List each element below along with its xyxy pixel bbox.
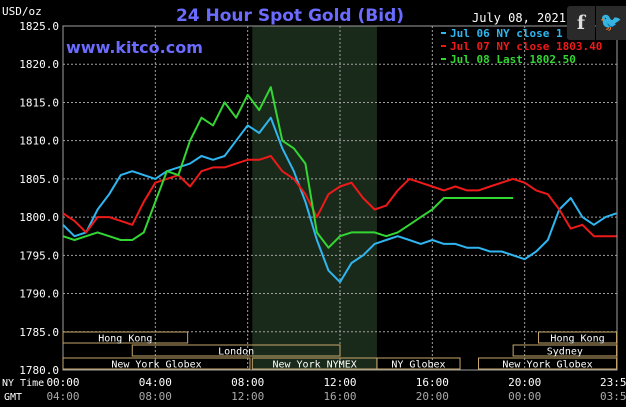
x-tick-label-gmt: 00:00 — [508, 390, 541, 403]
session-box — [62, 331, 189, 344]
y-tick-label: 1780.0 — [19, 364, 59, 377]
y-tick-label: 1795.0 — [19, 249, 59, 262]
x-tick-label-gmt: 03:59 — [600, 390, 626, 403]
session-box — [512, 344, 618, 357]
x-tick-label-ny: 16:00 — [416, 376, 449, 389]
session-label: Hong Kong — [98, 334, 152, 345]
legend-entry: Jul 08 Last 1802.50 — [450, 53, 576, 66]
x-tick-label-gmt: 08:00 — [139, 390, 172, 403]
session-label: New York NYMEX — [272, 360, 356, 371]
session-label: NY Globex — [391, 360, 445, 371]
y-tick-label: 1805.0 — [19, 173, 59, 186]
series-line-3 — [62, 86, 514, 249]
y-tick-label: 1810.0 — [19, 135, 59, 148]
y-tick-label: 1825.0 — [19, 20, 59, 33]
x-tick-label-ny: 23:59 — [600, 376, 626, 389]
session-box — [538, 331, 618, 344]
x-tick-label-gmt: 12:00 — [231, 390, 264, 403]
session-label: London — [218, 347, 254, 358]
x-tick-label-gmt: 16:00 — [323, 390, 356, 403]
session-label: Sydney — [547, 347, 583, 358]
session-box — [478, 357, 618, 370]
session-box — [62, 357, 251, 370]
x-tick-label-ny: 08:00 — [231, 376, 264, 389]
y-tick-label: 1790.0 — [19, 288, 59, 301]
facebook-share-button[interactable]: f — [567, 6, 595, 40]
twitter-icon: 🐦 — [599, 12, 623, 33]
x-tick-label-gmt: 04:00 — [46, 390, 79, 403]
x-tick-label-ny: 20:00 — [508, 376, 541, 389]
y-axis-label: USD/oz — [2, 5, 42, 18]
watermark-text: www.kitco.com — [66, 38, 203, 57]
session-label: New York Globex — [502, 360, 592, 371]
y-tick-label: 1800.0 — [19, 211, 59, 224]
session-label: Hong Kong — [550, 334, 604, 345]
x-tick-label-ny: 00:00 — [46, 376, 79, 389]
chart-title: 24 Hour Spot Gold (Bid) — [176, 6, 404, 26]
session-label: New York Globex — [111, 360, 201, 371]
shaded-session-band — [252, 26, 377, 370]
chart-date: July 08, 2021 — [472, 11, 566, 25]
session-box — [131, 344, 341, 357]
x-tick-label-ny: 12:00 — [323, 376, 356, 389]
plot-border — [62, 25, 618, 371]
y-tick-label: 1785.0 — [19, 326, 59, 339]
session-box — [376, 357, 461, 370]
legend-entry: Jul 06 NY close 1 — [450, 27, 563, 40]
series-line-2 — [62, 155, 617, 238]
x-axis-label-gmt: GMT — [4, 392, 22, 403]
y-tick-label: 1820.0 — [19, 58, 59, 71]
twitter-share-button[interactable]: 🐦 — [596, 6, 626, 40]
series-line-1 — [62, 116, 617, 284]
y-tick-label: 1815.0 — [19, 96, 59, 109]
legend-entry: Jul 07 NY close 1803.40 — [450, 40, 602, 53]
x-tick-label-ny: 04:00 — [139, 376, 172, 389]
x-tick-label-gmt: 20:00 — [416, 390, 449, 403]
facebook-icon: f — [576, 12, 586, 34]
x-axis-label-ny: NY Time — [2, 378, 44, 389]
